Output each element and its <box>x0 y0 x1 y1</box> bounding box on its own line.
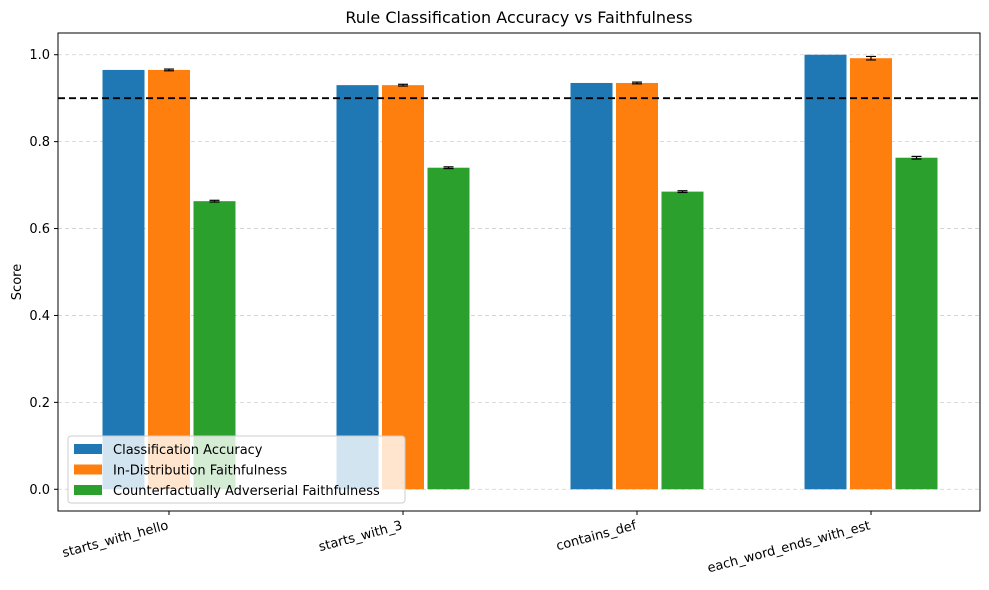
bar <box>427 167 470 490</box>
x-tick-label: starts_with_hello <box>61 518 170 561</box>
y-axis-label: Score <box>10 264 25 300</box>
bar <box>102 69 145 490</box>
y-tick-label: 0.4 <box>29 309 50 324</box>
bar <box>148 69 190 490</box>
bar <box>336 85 379 490</box>
chart-title: Rule Classification Accuracy vs Faithful… <box>345 8 692 27</box>
bar <box>661 191 704 490</box>
bar <box>804 54 847 490</box>
x-tick-label: starts_with_3 <box>317 518 404 555</box>
legend-swatch <box>74 444 102 454</box>
y-tick-label: 1.0 <box>29 48 50 63</box>
bar <box>895 157 938 490</box>
legend-box <box>67 435 406 504</box>
y-tick-label: 0.0 <box>29 483 50 498</box>
y-tick-label: 0.2 <box>29 396 50 411</box>
legend: Classification Accuracy In-Distribution F… <box>67 435 406 504</box>
legend-swatch <box>74 464 102 475</box>
y-tick-label: 0.8 <box>29 135 50 150</box>
bar <box>570 82 613 490</box>
legend-swatch <box>74 485 102 495</box>
plot-frame <box>57 32 981 512</box>
bars-layer <box>102 54 938 490</box>
legend-label: Counterfactually Adverserial Faithfulnes… <box>113 484 380 499</box>
x-tick-label: contains_def <box>555 518 639 554</box>
x-tick-label: each_word_ends_with_est <box>706 518 872 576</box>
legend-label: Classification Accuracy <box>113 443 263 458</box>
legend-label: In-Distribution Faithfulness <box>113 464 287 479</box>
bar <box>616 82 658 490</box>
bar <box>382 85 424 490</box>
y-tick-label: 0.6 <box>29 222 50 237</box>
bar <box>850 58 892 490</box>
